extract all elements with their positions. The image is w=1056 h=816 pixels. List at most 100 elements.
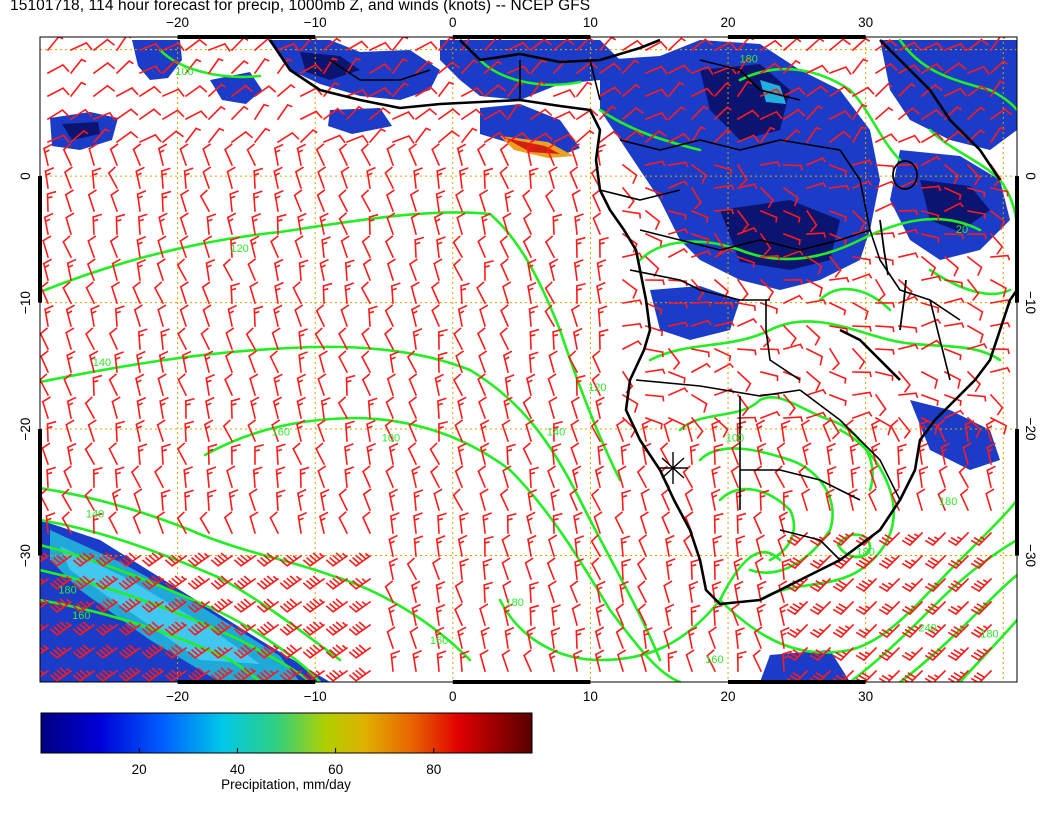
wind-barb bbox=[921, 185, 942, 192]
wind-barb bbox=[668, 321, 689, 328]
wind-barb bbox=[322, 37, 342, 52]
wind-barb bbox=[202, 235, 213, 259]
wind-barb bbox=[483, 260, 494, 281]
wind-barb bbox=[970, 623, 993, 639]
wind-barb bbox=[297, 511, 308, 534]
wind-barb bbox=[63, 166, 73, 190]
wind-barb bbox=[682, 465, 694, 489]
wind-barb bbox=[344, 259, 355, 281]
wind-barb bbox=[345, 40, 369, 52]
wind-barb bbox=[736, 255, 756, 268]
latitude-ticks: 0 0 −10 −10 −20 −20 −30 −30 bbox=[18, 172, 1038, 567]
wind-barb bbox=[115, 59, 134, 75]
wind-barb bbox=[504, 189, 515, 212]
wind-barb bbox=[596, 281, 606, 304]
wind-barb bbox=[806, 232, 827, 238]
wind-barb bbox=[570, 396, 580, 420]
contour-label: 180 bbox=[939, 496, 957, 508]
wind-barb bbox=[45, 512, 56, 534]
wind-barb bbox=[805, 278, 824, 297]
wind-barb bbox=[279, 667, 303, 682]
wind-barb bbox=[274, 281, 284, 304]
wind-barb bbox=[690, 126, 706, 144]
wind-barb bbox=[713, 128, 732, 144]
wind-barb bbox=[713, 558, 724, 580]
wind-barb bbox=[367, 397, 378, 419]
wind-barb bbox=[90, 304, 100, 327]
wind-barb bbox=[944, 233, 964, 240]
wind-barb bbox=[870, 442, 881, 465]
wind-barb bbox=[526, 534, 537, 557]
wind-barb bbox=[967, 210, 986, 219]
wind-barb bbox=[360, 281, 372, 305]
wind-barb bbox=[959, 488, 970, 512]
wind-barb bbox=[362, 258, 372, 282]
wind-barb bbox=[782, 370, 801, 384]
wind-barb bbox=[637, 580, 648, 604]
wind-barb bbox=[233, 554, 257, 567]
wind-barb bbox=[777, 534, 787, 558]
wind-barb bbox=[176, 442, 188, 466]
wind-barb bbox=[571, 189, 581, 212]
wind-barb bbox=[316, 189, 326, 213]
wind-barb bbox=[575, 81, 593, 98]
frame-bar bbox=[728, 35, 866, 39]
wind-barb bbox=[598, 328, 609, 350]
wind-barb bbox=[752, 649, 763, 673]
wind-barb bbox=[782, 393, 796, 416]
wind-barb bbox=[712, 535, 722, 557]
wind-barb bbox=[832, 646, 855, 662]
wind-barb bbox=[338, 488, 349, 512]
wind-barb bbox=[384, 580, 395, 604]
wind-barb bbox=[800, 488, 811, 512]
wind-barb bbox=[616, 649, 627, 672]
colorbar-tick-label: 40 bbox=[230, 762, 245, 777]
wind-barb bbox=[72, 621, 96, 636]
wind-barb bbox=[222, 419, 234, 443]
wind-barb bbox=[943, 163, 960, 185]
wind-barb bbox=[84, 327, 96, 351]
contour-label: 100 bbox=[382, 433, 400, 445]
wind-barb bbox=[918, 466, 929, 488]
wind-barb bbox=[667, 81, 685, 98]
wind-barb bbox=[783, 343, 804, 350]
longitude-ticks: −20 −20 −10 −10 0 0 10 10 20 20 30 30 bbox=[166, 15, 873, 704]
wind-barb bbox=[621, 558, 631, 580]
wind-barb bbox=[889, 419, 901, 443]
wind-barb bbox=[46, 87, 70, 98]
wind-barb bbox=[641, 419, 651, 442]
wind-barb bbox=[966, 65, 990, 75]
wind-barb bbox=[386, 373, 396, 397]
wind-barb bbox=[115, 86, 139, 98]
wind-barb bbox=[714, 302, 734, 309]
wind-barb bbox=[410, 304, 421, 327]
wind-barb bbox=[230, 37, 249, 52]
wind-barb bbox=[506, 103, 523, 121]
wind-barb bbox=[806, 182, 827, 189]
wind-barb bbox=[345, 374, 356, 396]
wind-barb bbox=[296, 488, 307, 511]
wind-barb bbox=[391, 134, 415, 144]
wind-barb bbox=[668, 161, 689, 168]
wind-barb bbox=[832, 554, 855, 570]
wind-barb bbox=[529, 59, 547, 75]
wind-barb bbox=[663, 580, 673, 603]
wind-barb bbox=[46, 466, 56, 488]
wind-barb bbox=[179, 304, 189, 328]
lon-label-top: 20 bbox=[721, 15, 736, 30]
wind-barb bbox=[901, 600, 924, 616]
wind-barb bbox=[476, 281, 487, 305]
wind-barb bbox=[132, 511, 142, 535]
wind-barb bbox=[713, 106, 732, 121]
wind-barb bbox=[251, 212, 261, 235]
wind-barb bbox=[338, 143, 349, 167]
wind-barb bbox=[177, 327, 188, 351]
wind-barb bbox=[805, 255, 823, 275]
wind-barb bbox=[828, 255, 842, 278]
wind-barb bbox=[302, 575, 326, 590]
wind-barb bbox=[855, 600, 878, 616]
wind-barb bbox=[593, 511, 603, 535]
wind-barb bbox=[84, 442, 96, 466]
contour-label: 140 bbox=[93, 357, 111, 369]
wind-barb bbox=[388, 488, 399, 511]
